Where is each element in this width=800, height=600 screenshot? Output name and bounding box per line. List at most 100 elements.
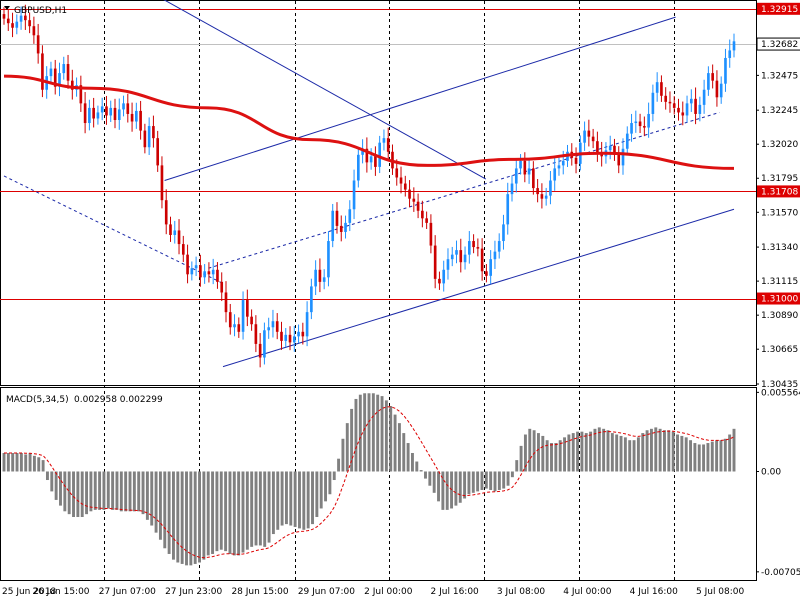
macd-bar: [76, 471, 80, 517]
trend-line-lower-channel[interactable]: [222, 208, 735, 368]
candle-body: [489, 259, 492, 276]
candle-body: [100, 106, 104, 113]
candle-body: [32, 26, 36, 36]
candle-body: [497, 241, 501, 252]
macd-bar: [402, 433, 406, 472]
macd-bar: [24, 454, 28, 472]
macd-bar: [497, 471, 501, 490]
macd-bar: [610, 433, 614, 472]
candle-body: [331, 210, 335, 242]
main-pane-border: [0, 0, 757, 386]
candle-body: [591, 136, 595, 142]
macd-bar: [397, 423, 401, 472]
candle-body: [416, 201, 420, 211]
macd-bar: [93, 471, 97, 510]
candle-body: [587, 130, 591, 137]
macd-bar: [119, 471, 123, 512]
candle-body: [689, 98, 693, 104]
macd-bar: [41, 460, 45, 472]
macd-bar: [693, 443, 697, 472]
macd-bar: [154, 471, 158, 533]
macd-header: MACD(5,34,5) 0.002958 0.002299: [6, 395, 163, 405]
macd-bar: [728, 434, 732, 472]
horizontal-levels: [0, 9, 756, 300]
trend-line-mid-channel[interactable]: [208, 111, 720, 269]
macd-bar: [567, 434, 571, 472]
macd-bar: [72, 471, 75, 517]
macd-bar: [267, 471, 271, 543]
candle-body: [169, 224, 172, 235]
time-tick-label: 5 Jul 08:00: [696, 587, 745, 597]
macd-bar: [371, 393, 375, 472]
macd-bar: [85, 471, 89, 515]
candle-body: [664, 95, 668, 102]
macd-bar: [389, 406, 393, 472]
candle-body: [241, 300, 245, 332]
candle-body: [58, 73, 61, 87]
price-tick-label: 1.31708: [761, 187, 798, 197]
macd-bar: [311, 471, 314, 525]
candle-body: [446, 259, 450, 270]
trend-line-descending[interactable]: [135, 0, 487, 180]
candle-body: [181, 244, 185, 255]
macd-bar: [476, 471, 480, 492]
price-tick-label: 1.32475: [761, 71, 798, 81]
macd-signal-line: [4, 406, 735, 559]
macd-bar: [384, 400, 388, 472]
candle-body: [732, 41, 736, 51]
macd-bar: [293, 471, 297, 527]
candle-body: [536, 188, 539, 195]
price-tick-label: 1.30665: [761, 345, 798, 355]
candle-body: [583, 130, 586, 143]
moving-average-line: [3, 74, 735, 170]
macd-bar: [589, 431, 593, 472]
candle-body: [211, 269, 215, 275]
candle-body: [502, 224, 505, 242]
macd-bar: [580, 431, 584, 472]
macd-bar: [224, 471, 228, 552]
candle-body: [318, 269, 322, 282]
candle-body: [263, 330, 266, 358]
trend-line-upper-channel[interactable]: [164, 16, 676, 181]
candle-body: [480, 248, 484, 272]
candle-body: [224, 292, 228, 313]
candle-body: [348, 209, 352, 223]
candle-body: [442, 269, 446, 284]
macd-bar: [697, 444, 701, 472]
macd-bar: [180, 471, 184, 564]
trend-line-descending-dashed[interactable]: [3, 175, 224, 284]
macd-bar: [671, 431, 675, 472]
candle-body: [15, 21, 19, 28]
candle-body: [638, 121, 642, 127]
macd-bar: [445, 471, 449, 510]
macd-bar: [684, 437, 688, 472]
macd-bar: [493, 471, 497, 492]
macd-bar: [563, 437, 566, 472]
candle-body: [66, 64, 70, 81]
macd-bar: [519, 445, 523, 472]
macd-bar: [145, 471, 149, 520]
macd-bar: [215, 471, 219, 552]
time-tick-label: 27 Jun 23:00: [165, 587, 222, 597]
macd-bar: [280, 471, 284, 526]
symbol-dropdown-icon[interactable]: [4, 6, 10, 10]
macd-tick-label: 0.00: [761, 467, 781, 477]
candle-body: [203, 271, 206, 278]
macd-bar: [59, 471, 62, 506]
candle-body: [719, 83, 723, 98]
candle-body: [485, 271, 488, 276]
price-tick-label: 1.32020: [761, 140, 798, 150]
macd-bar: [636, 437, 640, 472]
macd-bar: [558, 440, 562, 472]
candle-body: [186, 254, 189, 275]
macd-bar: [441, 471, 445, 510]
candle-body: [288, 334, 292, 343]
candle-body: [510, 183, 514, 195]
macd-bar: [554, 443, 558, 472]
candle-body: [297, 331, 300, 337]
macd-bar: [189, 471, 193, 566]
macd-bar: [515, 460, 519, 472]
price-tick-label: 1.32245: [761, 106, 798, 116]
candle-body: [88, 107, 91, 124]
